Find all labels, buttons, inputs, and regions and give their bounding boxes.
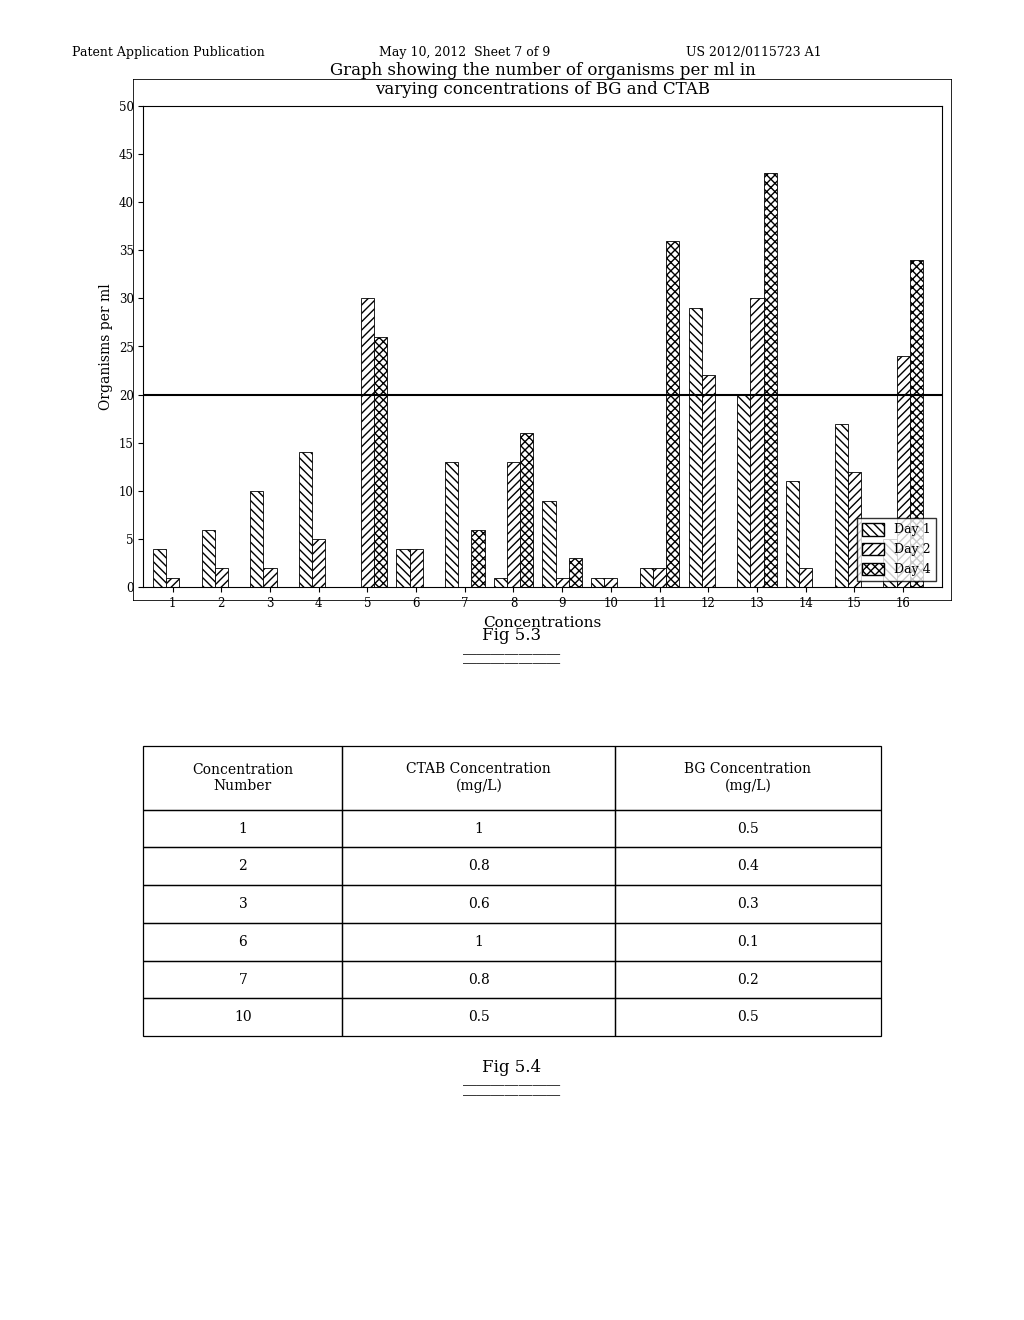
Bar bbox=[615, 961, 881, 998]
Title: Graph showing the number of organisms per ml in
varying concentrations of BG and: Graph showing the number of organisms pe… bbox=[330, 62, 756, 99]
Bar bbox=[568, 558, 582, 587]
Bar bbox=[909, 260, 923, 587]
Bar bbox=[615, 886, 881, 923]
Bar bbox=[471, 529, 484, 587]
Text: 3: 3 bbox=[239, 898, 247, 911]
Bar bbox=[507, 462, 520, 587]
Bar bbox=[615, 923, 881, 961]
Bar bbox=[360, 298, 374, 587]
Bar bbox=[688, 308, 701, 587]
Text: 0.6: 0.6 bbox=[468, 898, 489, 911]
X-axis label: Concentrations: Concentrations bbox=[483, 615, 602, 630]
Legend: Day 1, Day 2, Day 4: Day 1, Day 2, Day 4 bbox=[857, 517, 936, 581]
Bar bbox=[897, 356, 909, 587]
Bar bbox=[543, 500, 556, 587]
Bar bbox=[143, 746, 342, 809]
Text: 1: 1 bbox=[474, 821, 483, 836]
Bar bbox=[263, 568, 276, 587]
Bar bbox=[250, 491, 263, 587]
Y-axis label: Organisms per ml: Organisms per ml bbox=[99, 282, 113, 411]
Text: CTAB Concentration
(mg/L): CTAB Concentration (mg/L) bbox=[407, 763, 551, 793]
Bar bbox=[615, 809, 881, 847]
Bar bbox=[653, 568, 667, 587]
Text: 7: 7 bbox=[239, 973, 248, 986]
Text: Fig 5.3: Fig 5.3 bbox=[482, 627, 542, 644]
Bar bbox=[445, 462, 458, 587]
Bar bbox=[143, 961, 342, 998]
Bar bbox=[312, 539, 326, 587]
Text: 1: 1 bbox=[474, 935, 483, 949]
Text: ―――――――: ――――――― bbox=[464, 656, 560, 671]
Bar bbox=[143, 923, 342, 961]
Text: Concentration
Number: Concentration Number bbox=[193, 763, 294, 793]
Text: 0.8: 0.8 bbox=[468, 973, 489, 986]
Bar bbox=[591, 578, 604, 587]
Text: 0.5: 0.5 bbox=[737, 821, 759, 836]
Bar bbox=[640, 568, 653, 587]
Text: 6: 6 bbox=[239, 935, 247, 949]
Bar bbox=[764, 173, 777, 587]
Bar bbox=[848, 471, 861, 587]
Bar bbox=[342, 998, 615, 1036]
Bar bbox=[342, 809, 615, 847]
Bar bbox=[342, 923, 615, 961]
Text: 1: 1 bbox=[239, 821, 248, 836]
Bar bbox=[520, 433, 534, 587]
Text: 10: 10 bbox=[234, 1010, 252, 1024]
Bar bbox=[342, 961, 615, 998]
Bar bbox=[701, 375, 715, 587]
Bar bbox=[799, 568, 812, 587]
Bar bbox=[342, 847, 615, 886]
Bar bbox=[615, 998, 881, 1036]
Text: 0.4: 0.4 bbox=[737, 859, 759, 874]
Text: Patent Application Publication: Patent Application Publication bbox=[72, 46, 264, 59]
Bar bbox=[143, 998, 342, 1036]
Bar bbox=[615, 746, 881, 809]
Bar bbox=[143, 809, 342, 847]
Bar bbox=[556, 578, 568, 587]
Text: 0.5: 0.5 bbox=[737, 1010, 759, 1024]
Bar bbox=[667, 240, 679, 587]
Bar bbox=[786, 482, 799, 587]
Bar bbox=[884, 539, 897, 587]
Bar bbox=[494, 578, 507, 587]
Bar bbox=[374, 337, 387, 587]
Text: US 2012/0115723 A1: US 2012/0115723 A1 bbox=[686, 46, 821, 59]
Text: ―――――――: ――――――― bbox=[464, 1078, 560, 1093]
Bar bbox=[615, 847, 881, 886]
Bar bbox=[737, 395, 751, 587]
Bar bbox=[342, 746, 615, 809]
Text: ―――――――: ――――――― bbox=[464, 647, 560, 661]
Text: BG Concentration
(mg/L): BG Concentration (mg/L) bbox=[684, 763, 811, 793]
Bar bbox=[166, 578, 179, 587]
Text: Fig 5.4: Fig 5.4 bbox=[482, 1059, 542, 1076]
Bar bbox=[202, 529, 215, 587]
Bar bbox=[604, 578, 617, 587]
Bar bbox=[299, 453, 312, 587]
Bar bbox=[410, 549, 423, 587]
Text: 2: 2 bbox=[239, 859, 247, 874]
Bar bbox=[396, 549, 410, 587]
Bar bbox=[342, 886, 615, 923]
Bar bbox=[215, 568, 228, 587]
Text: 0.1: 0.1 bbox=[737, 935, 759, 949]
Text: 0.8: 0.8 bbox=[468, 859, 489, 874]
Text: 0.3: 0.3 bbox=[737, 898, 759, 911]
Bar bbox=[143, 847, 342, 886]
Text: May 10, 2012  Sheet 7 of 9: May 10, 2012 Sheet 7 of 9 bbox=[379, 46, 550, 59]
Bar bbox=[143, 886, 342, 923]
Bar bbox=[751, 298, 764, 587]
Text: 0.2: 0.2 bbox=[737, 973, 759, 986]
Text: 0.5: 0.5 bbox=[468, 1010, 489, 1024]
Bar bbox=[153, 549, 166, 587]
Bar bbox=[835, 424, 848, 587]
Text: ―――――――: ――――――― bbox=[464, 1088, 560, 1102]
